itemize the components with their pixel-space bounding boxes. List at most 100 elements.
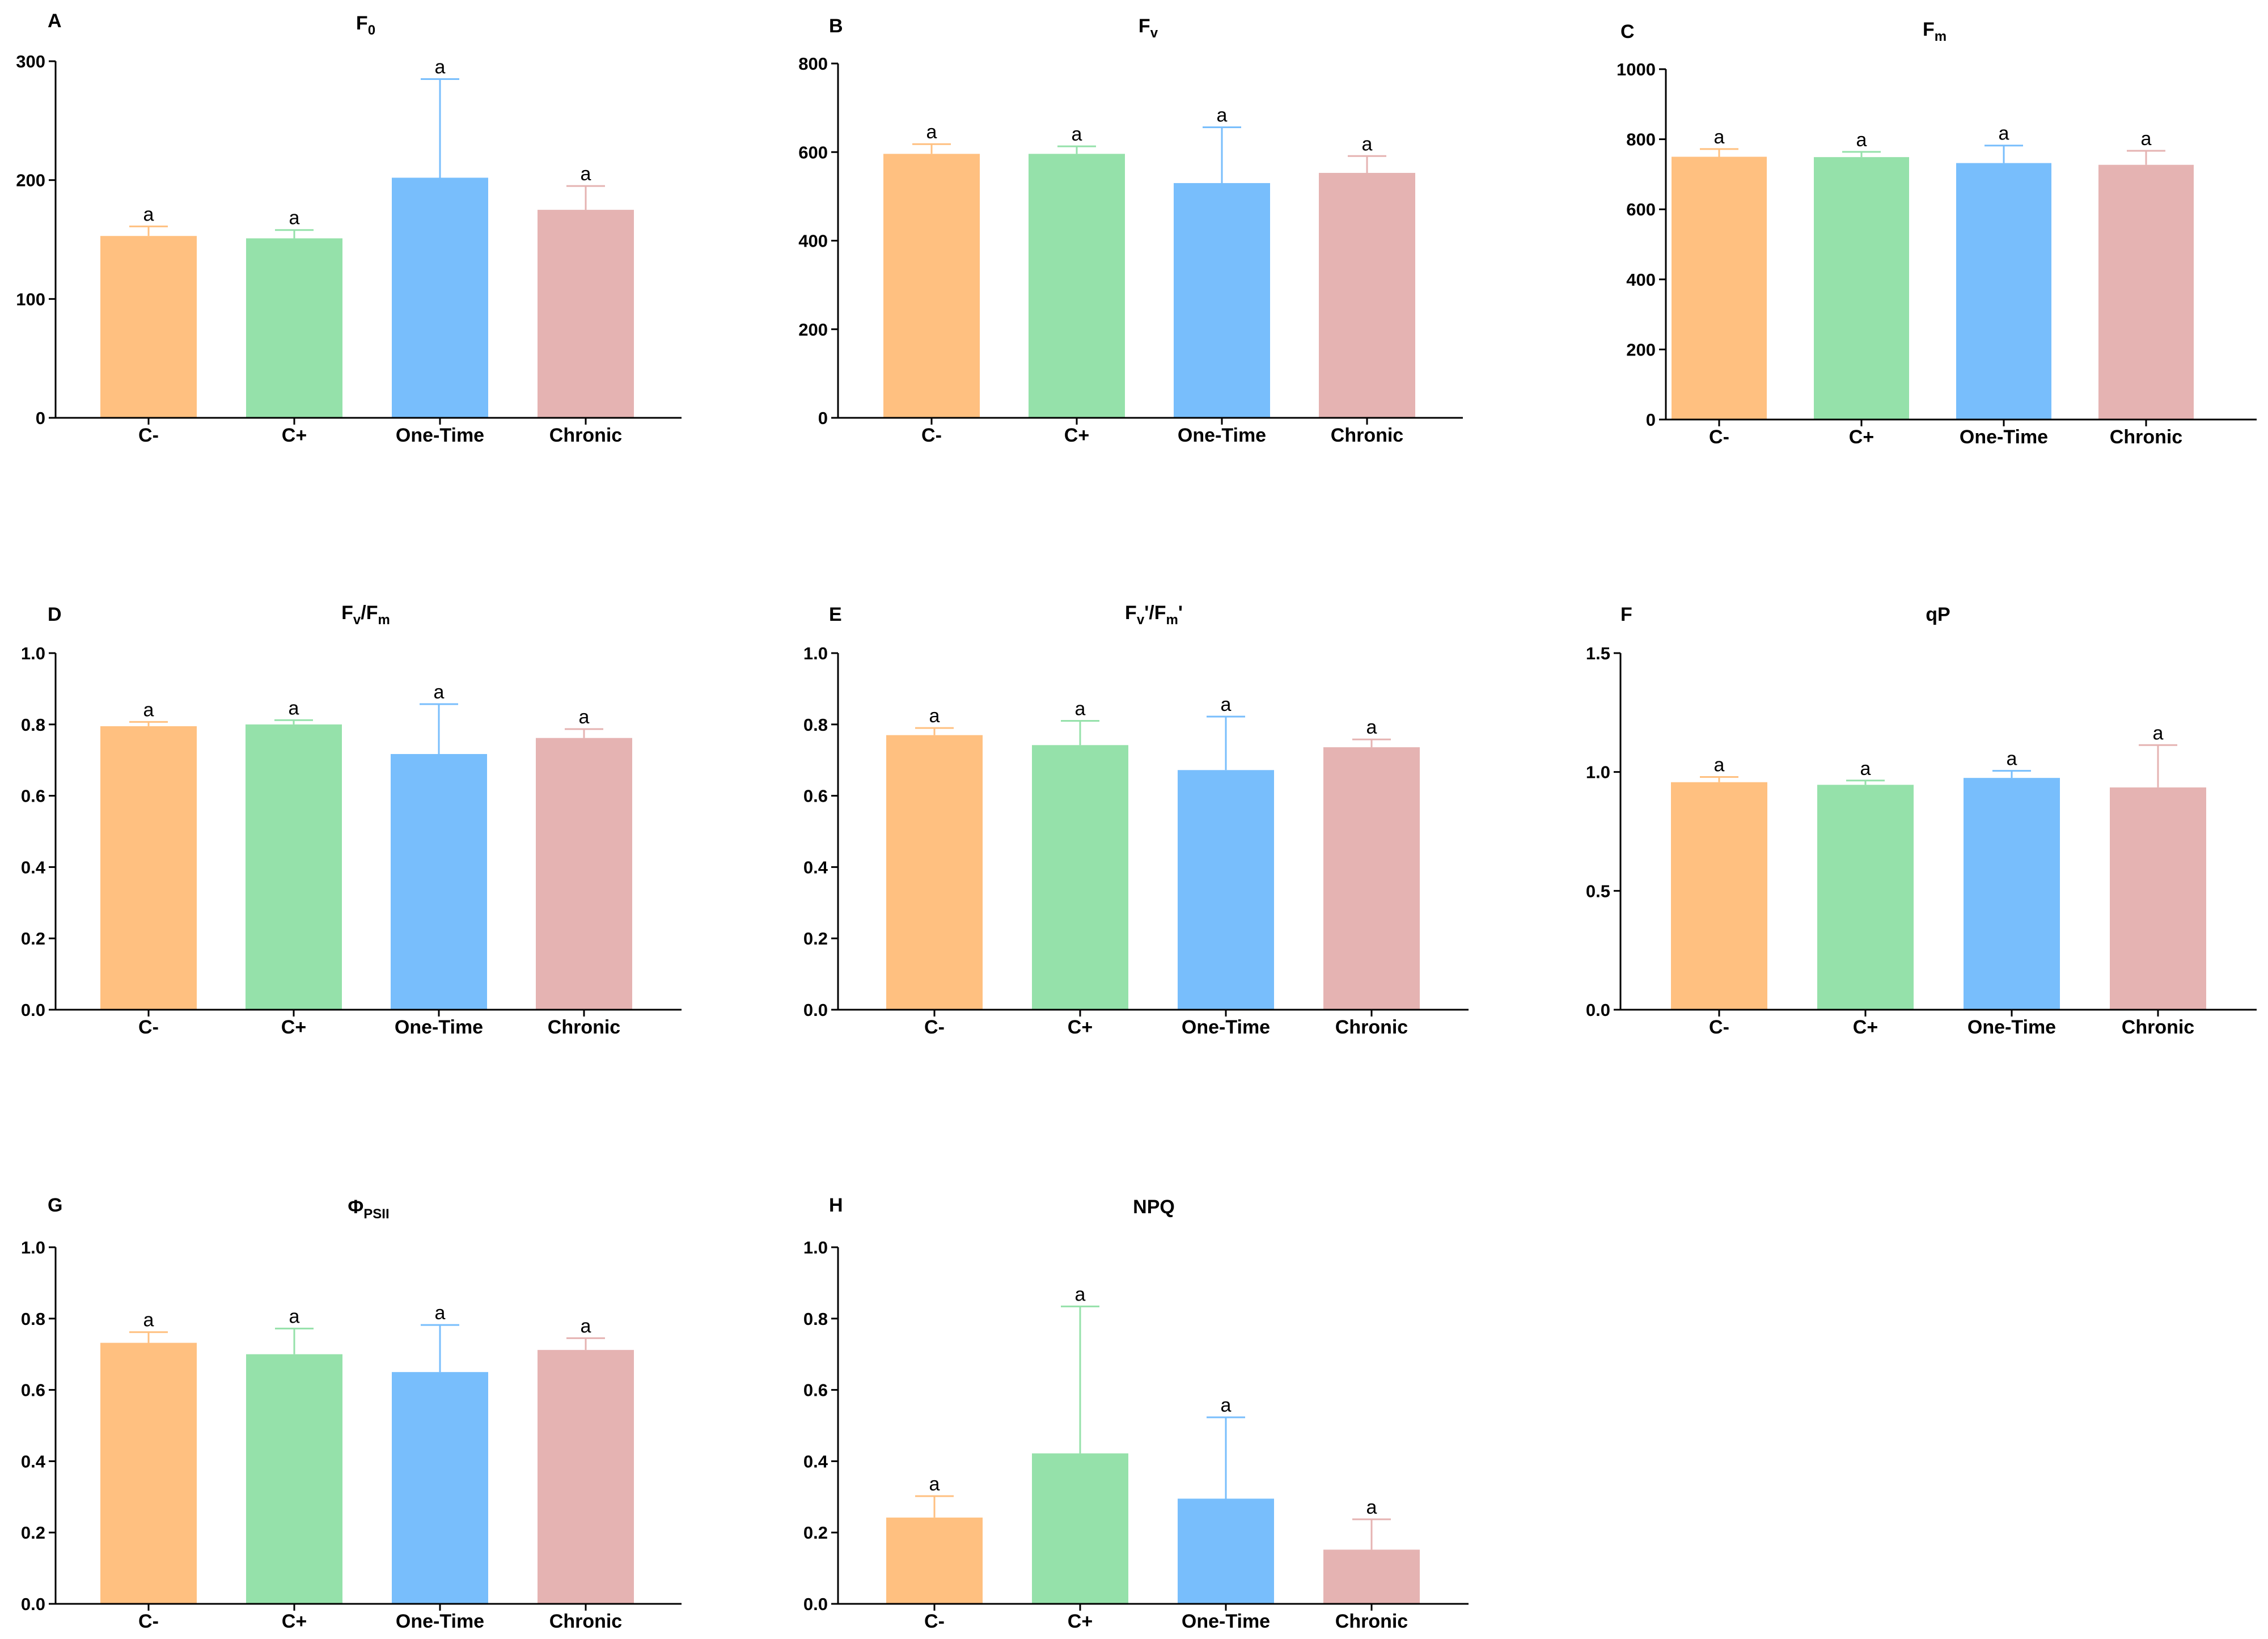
x-tick-label-chronic: Chronic: [548, 1017, 620, 1038]
title-text: Φ: [348, 1196, 363, 1218]
y-tick-label: 0.0: [21, 1594, 45, 1614]
significance-label-chronic: a: [1362, 133, 1373, 155]
panel-letter: B: [829, 15, 843, 37]
significance-label-c-minus: a: [143, 699, 154, 721]
y-tick-label: 0.0: [803, 1594, 828, 1614]
significance-label-one-time: a: [434, 681, 445, 703]
bar-one-time: [1964, 778, 2060, 1010]
bar-chronic: [1319, 172, 1415, 418]
bar-c-plus: [246, 1354, 342, 1604]
title-subscript: m: [378, 612, 390, 628]
bar-c-plus: [1814, 157, 1909, 420]
x-tick-label-c-plus: C+: [1068, 1017, 1093, 1038]
panel-title: Fv'/Fm': [1125, 602, 1183, 628]
significance-label-c-minus: a: [143, 1310, 154, 1331]
significance-label-one-time: a: [435, 1302, 446, 1324]
x-tick-label-chronic: Chronic: [2122, 1017, 2194, 1038]
y-tick-label: 1.0: [1586, 763, 1610, 782]
significance-label-c-plus: a: [1075, 1284, 1086, 1305]
significance-label-chronic: a: [581, 163, 591, 185]
x-tick-label-chronic: Chronic: [1335, 1611, 1408, 1632]
significance-label-c-plus: a: [1075, 698, 1086, 720]
x-tick-label-one-time: One-Time: [1182, 1017, 1270, 1038]
significance-label-c-minus: a: [1714, 126, 1725, 148]
title-text: F: [1139, 15, 1150, 37]
title-subscript: m: [1935, 29, 1947, 44]
x-tick-label-c-minus: C-: [1709, 1017, 1729, 1038]
significance-label-one-time: a: [1221, 1395, 1232, 1416]
x-tick-label-one-time: One-Time: [1178, 425, 1266, 446]
significance-label-c-plus: a: [289, 1306, 300, 1327]
y-tick-label: 0.0: [21, 1000, 45, 1020]
significance-label-one-time: a: [1999, 123, 2009, 145]
significance-label-one-time: a: [2007, 748, 2017, 770]
significance-label-chronic: a: [579, 706, 590, 728]
bar-one-time: [392, 177, 488, 418]
x-tick-label-chronic: Chronic: [2110, 426, 2182, 448]
significance-label-c-minus: a: [929, 705, 940, 727]
y-tick-label: 0.8: [803, 1309, 828, 1329]
y-tick-label: 600: [1626, 200, 1656, 219]
bar-one-time: [1178, 1498, 1274, 1604]
bar-c-plus: [1032, 745, 1128, 1010]
panel-title: Fv: [1139, 15, 1158, 41]
significance-label-chronic: a: [1366, 717, 1377, 738]
y-tick-label: 0.0: [803, 1000, 828, 1020]
title-text: qP: [1926, 604, 1950, 625]
significance-label-c-plus: a: [289, 697, 299, 719]
y-tick-label: 1.5: [1586, 643, 1610, 663]
title-text: ': [1178, 602, 1183, 624]
title-text: '/F: [1144, 602, 1166, 624]
bar-c-plus: [1029, 154, 1125, 418]
x-tick-label-c-plus: C+: [282, 425, 307, 446]
significance-label-c-plus: a: [289, 207, 300, 229]
panel-title: Fv/Fm: [341, 602, 390, 628]
y-tick-label: 0.6: [803, 1380, 828, 1400]
bar-c-minus: [886, 1517, 983, 1604]
bar-c-minus: [886, 735, 983, 1010]
bar-c-minus: [883, 154, 980, 418]
y-tick-label: 0: [1646, 410, 1656, 430]
x-tick-label-chronic: Chronic: [1331, 425, 1403, 446]
significance-label-one-time: a: [1217, 105, 1228, 126]
significance-label-c-plus: a: [1856, 129, 1867, 151]
title-text: F: [356, 12, 368, 34]
y-tick-label: 1.0: [803, 1238, 828, 1257]
bar-chronic: [538, 210, 634, 418]
bar-one-time: [391, 754, 487, 1010]
x-tick-label-c-minus: C-: [138, 1017, 159, 1038]
x-tick-label-c-minus: C-: [921, 425, 942, 446]
y-tick-label: 200: [16, 171, 45, 190]
y-tick-label: 0.8: [21, 715, 45, 735]
panel-title: Fm: [1923, 19, 1947, 44]
x-tick-label-c-plus: C+: [1849, 426, 1874, 448]
x-tick-label-c-plus: C+: [1853, 1017, 1878, 1038]
x-tick-label-c-minus: C-: [1709, 426, 1729, 448]
x-tick-label-c-minus: C-: [924, 1611, 945, 1632]
y-tick-label: 800: [798, 54, 828, 74]
x-tick-label-c-plus: C+: [1068, 1611, 1093, 1632]
y-tick-label: 1.0: [21, 1238, 45, 1257]
bar-chronic: [536, 738, 632, 1010]
chart-panel-c: C Fm a C-a C+ a One-Time a Chronic 0 200 400 600 800 1…: [1617, 19, 2257, 448]
x-tick-label-one-time: One-Time: [396, 425, 484, 446]
bar-chronic: [2098, 164, 2194, 420]
y-tick-label: 0.4: [21, 857, 46, 877]
bar-one-time: [1956, 163, 2051, 420]
y-tick-label: 400: [798, 231, 828, 251]
title-subscript: m: [1166, 612, 1178, 628]
significance-label-c-plus: a: [1072, 124, 1082, 145]
x-tick-label-chronic: Chronic: [549, 425, 622, 446]
panel-letter: A: [48, 10, 62, 32]
panel-title: qP: [1926, 604, 1950, 625]
x-tick-label-c-plus: C+: [281, 1017, 306, 1038]
y-tick-label: 800: [1626, 130, 1656, 150]
panel-letter: F: [1620, 604, 1632, 625]
y-tick-label: 200: [798, 320, 828, 340]
y-tick-label: 100: [16, 289, 45, 309]
title-text: F: [1923, 19, 1935, 40]
title-text: F: [341, 602, 353, 624]
y-tick-label: 0: [818, 408, 828, 428]
y-tick-label: 1000: [1617, 60, 1656, 79]
